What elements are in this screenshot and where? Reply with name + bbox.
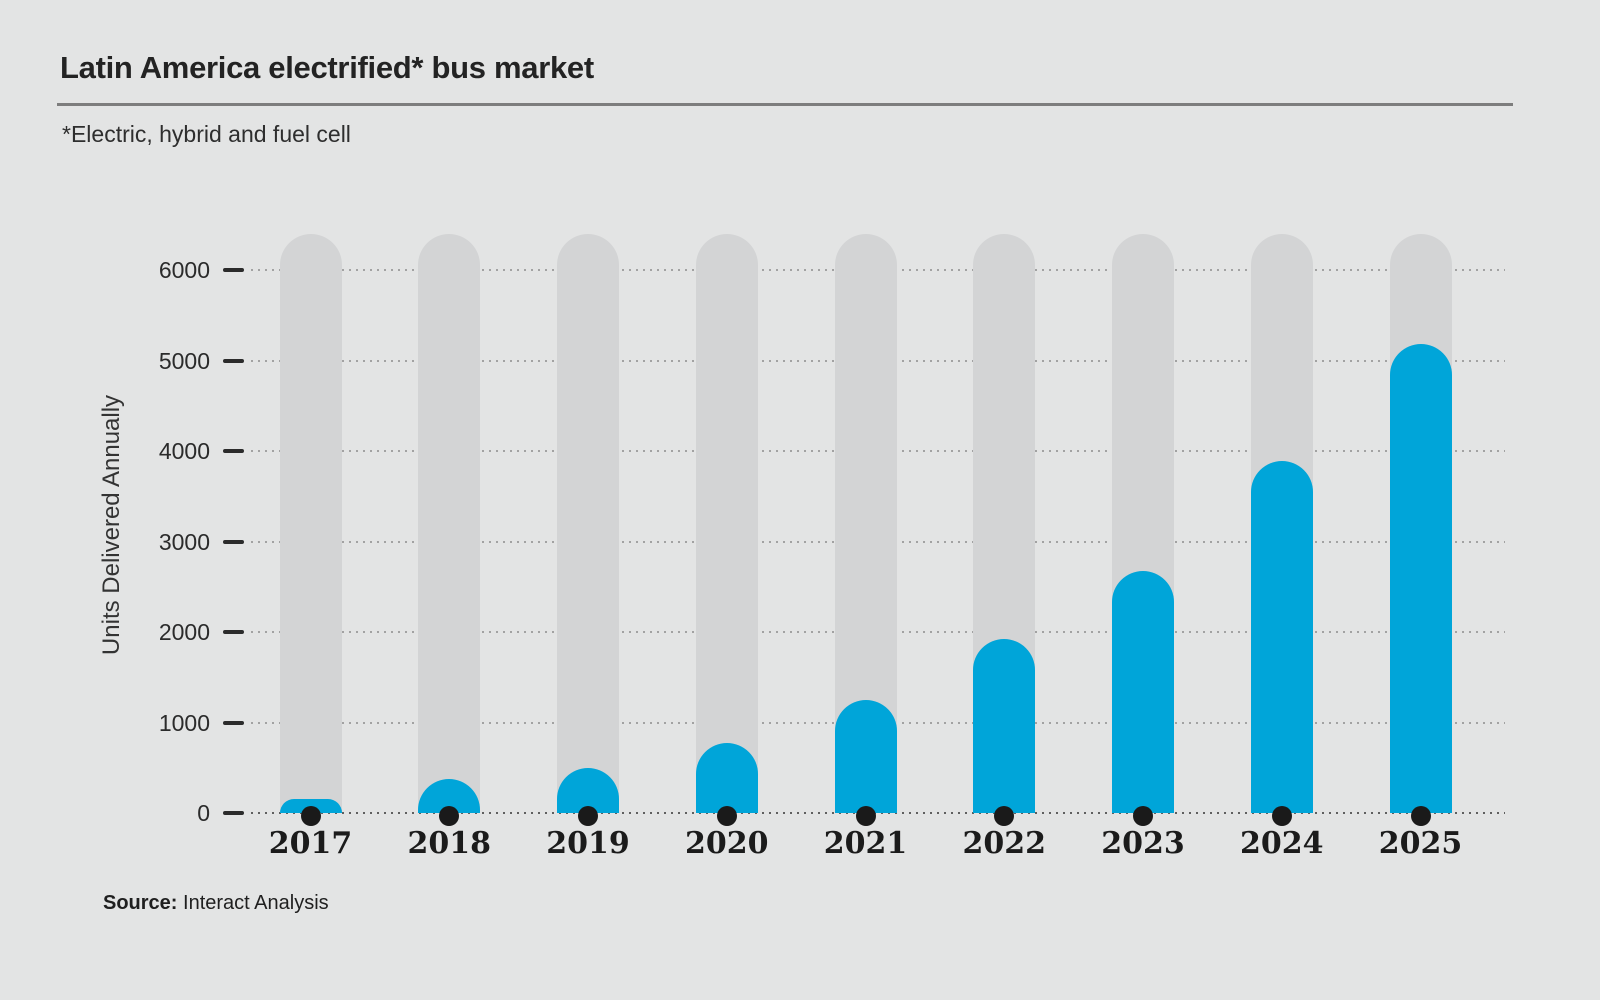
- x-axis-label-2020: 2020: [685, 826, 769, 861]
- y-tick-mark-4000: [223, 449, 244, 453]
- baseline-dot-2019: [578, 806, 598, 826]
- y-tick-label-3000: 3000: [158, 528, 210, 555]
- y-tick-mark-2000: [223, 630, 244, 634]
- x-axis-label-2024: 2024: [1240, 826, 1324, 861]
- y-tick-mark-6000: [223, 268, 244, 272]
- y-tick-mark-1000: [223, 720, 244, 725]
- gridline-0: [251, 812, 1505, 814]
- x-axis-label-2021: 2021: [823, 826, 908, 861]
- baseline-dot-2024: [1271, 806, 1292, 826]
- bar-2023: [1112, 571, 1174, 813]
- title-divider-line: [57, 103, 1513, 106]
- bar-2025: [1389, 344, 1452, 813]
- bar-track-2018: [418, 233, 481, 813]
- bar-track-2017: [279, 233, 342, 813]
- bar-2022: [973, 639, 1036, 813]
- baseline-dot-2021: [855, 806, 876, 826]
- y-tick-label-6000: 6000: [158, 257, 210, 283]
- y-tick-label-1000: 1000: [158, 709, 210, 736]
- x-axis-label-2025: 2025: [1378, 826, 1463, 861]
- chart-title: Latin America electrified* bus market: [60, 50, 594, 85]
- bar-2020: [695, 743, 758, 813]
- bar-track-2019: [557, 233, 619, 813]
- bar-2021: [834, 699, 897, 813]
- x-axis-label-2018: 2018: [407, 826, 492, 861]
- source-caption: Source: Interact Analysis: [103, 892, 329, 915]
- y-axis-title: Units Delivered Annually: [98, 394, 125, 656]
- baseline-dot-2025: [1410, 806, 1431, 826]
- baseline-dot-2023: [1133, 806, 1153, 826]
- baseline-dot-2020: [716, 806, 737, 826]
- source-text: Interact Analysis: [183, 892, 329, 914]
- source-label: Source:: [103, 892, 178, 914]
- chart-footnote-subtitle: *Electric, hybrid and fuel cell: [62, 121, 351, 147]
- y-tick-mark-5000: [223, 358, 244, 363]
- bar-2019: [557, 767, 619, 813]
- y-tick-label-5000: 5000: [158, 347, 210, 374]
- y-tick-label-2000: 2000: [158, 619, 210, 645]
- x-axis-label-2017: 2017: [268, 826, 353, 861]
- y-tick-label-0: 0: [197, 800, 210, 826]
- bar-track-2020: [695, 233, 758, 813]
- bar-2024: [1250, 460, 1313, 813]
- y-tick-label-4000: 4000: [158, 438, 210, 464]
- x-axis-label-2022: 2022: [962, 826, 1047, 861]
- baseline-dot-2018: [439, 806, 460, 826]
- x-axis-label-2023: 2023: [1101, 826, 1185, 861]
- baseline-dot-2017: [300, 806, 321, 826]
- x-axis-label-2019: 2019: [546, 826, 630, 861]
- y-tick-mark-3000: [223, 539, 244, 544]
- baseline-dot-2022: [994, 806, 1015, 826]
- y-tick-mark-0: [223, 811, 244, 815]
